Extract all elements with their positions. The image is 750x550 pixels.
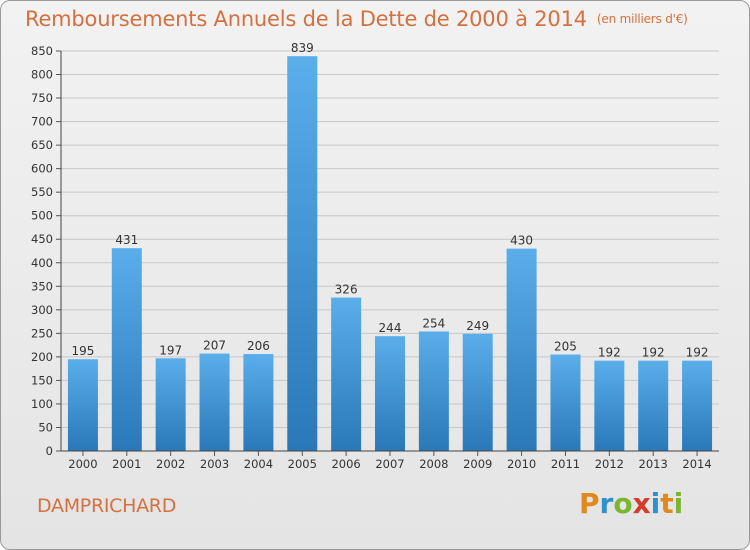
bar-2002 [155, 358, 186, 451]
x-tick-label: 2006 [331, 457, 360, 471]
y-tick-label: 500 [31, 209, 53, 223]
y-tick-label: 650 [31, 138, 53, 152]
y-tick-label: 250 [31, 326, 53, 340]
value-label: 192 [598, 346, 621, 360]
y-tick-label: 50 [38, 420, 53, 434]
x-tick-label: 2012 [595, 457, 624, 471]
bar-2008 [418, 331, 449, 451]
y-tick-label: 850 [31, 44, 53, 58]
value-label: 197 [159, 343, 182, 357]
bar-2000 [67, 359, 98, 451]
y-tick-label: 350 [31, 279, 53, 293]
x-tick-label: 2007 [375, 457, 404, 471]
value-label: 839 [291, 41, 314, 55]
x-tick-label: 2002 [156, 457, 185, 471]
bar-2011 [550, 354, 581, 451]
axes: 0 50 100 150 200 250 300 350 400 450 500 550 600 650 7… [31, 44, 719, 471]
bar-2013 [638, 360, 669, 451]
y-tick-label: 700 [31, 115, 53, 129]
value-label: 254 [422, 316, 445, 330]
x-tick-label: 2003 [200, 457, 229, 471]
y-tick-label: 450 [31, 232, 53, 246]
y-tick-label: 800 [31, 68, 53, 82]
bar-2012 [594, 360, 625, 451]
bar-2004 [243, 354, 274, 451]
y-tick-label: 750 [31, 91, 53, 105]
x-tick-label: 2009 [463, 457, 492, 471]
y-tick-label: 0 [46, 444, 53, 458]
value-label: 192 [642, 346, 665, 360]
value-label: 431 [115, 233, 138, 247]
x-tick-label: 2011 [551, 457, 580, 471]
chart-title-text: Remboursements Annuels de la Dette de 20… [25, 7, 587, 31]
y-tick-label: 300 [31, 303, 53, 317]
value-label: 326 [335, 283, 358, 297]
bars: 195 431 197 207 206 839 326 244 254 249 430 205 192 1… [67, 41, 713, 451]
x-tick-label: 2004 [244, 457, 273, 471]
bar-2005 [287, 56, 318, 451]
value-label: 207 [203, 339, 226, 353]
value-label: 430 [510, 234, 533, 248]
y-tick-label: 100 [31, 397, 53, 411]
bar-2006 [331, 297, 362, 451]
chart-title: Remboursements Annuels de la Dette de 20… [25, 7, 688, 31]
y-tick-label: 400 [31, 256, 53, 270]
value-label: 192 [686, 346, 709, 360]
x-tick-label: 2010 [507, 457, 536, 471]
bar-2010 [506, 248, 537, 451]
y-tick-label: 200 [31, 350, 53, 364]
value-label: 206 [247, 339, 270, 353]
x-tick-label: 2008 [419, 457, 448, 471]
bar-2009 [462, 333, 493, 451]
value-label: 249 [466, 319, 489, 333]
y-tick-label: 550 [31, 185, 53, 199]
proxiti-logo: Proxiti [579, 487, 684, 520]
x-tick-label: 2000 [68, 457, 97, 471]
bar-2001 [111, 248, 142, 451]
value-label: 244 [379, 321, 402, 335]
y-tick-label: 150 [31, 373, 53, 387]
value-label: 195 [71, 344, 94, 358]
commune-name: DAMPRICHARD [37, 495, 177, 517]
x-tick-label: 2014 [682, 457, 711, 471]
bar-2007 [375, 336, 405, 451]
bar-2014 [682, 360, 713, 451]
y-tick-label: 600 [31, 162, 53, 176]
bar-2003 [199, 353, 230, 451]
x-tick-label: 2005 [288, 457, 317, 471]
chart-unit: (en milliers d'€) [596, 12, 688, 26]
value-label: 205 [554, 340, 577, 354]
x-tick-label: 2001 [112, 457, 141, 471]
x-tick-label: 2013 [639, 457, 668, 471]
